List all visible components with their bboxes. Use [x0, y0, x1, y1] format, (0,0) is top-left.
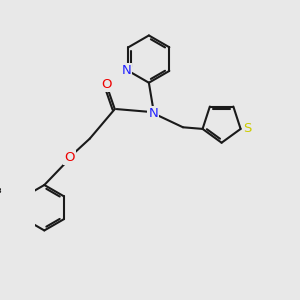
Text: S: S: [243, 122, 251, 135]
Text: CH₃: CH₃: [0, 184, 2, 194]
Text: O: O: [101, 78, 112, 91]
Text: O: O: [64, 151, 75, 164]
Text: N: N: [121, 64, 131, 77]
Text: N: N: [148, 107, 158, 120]
